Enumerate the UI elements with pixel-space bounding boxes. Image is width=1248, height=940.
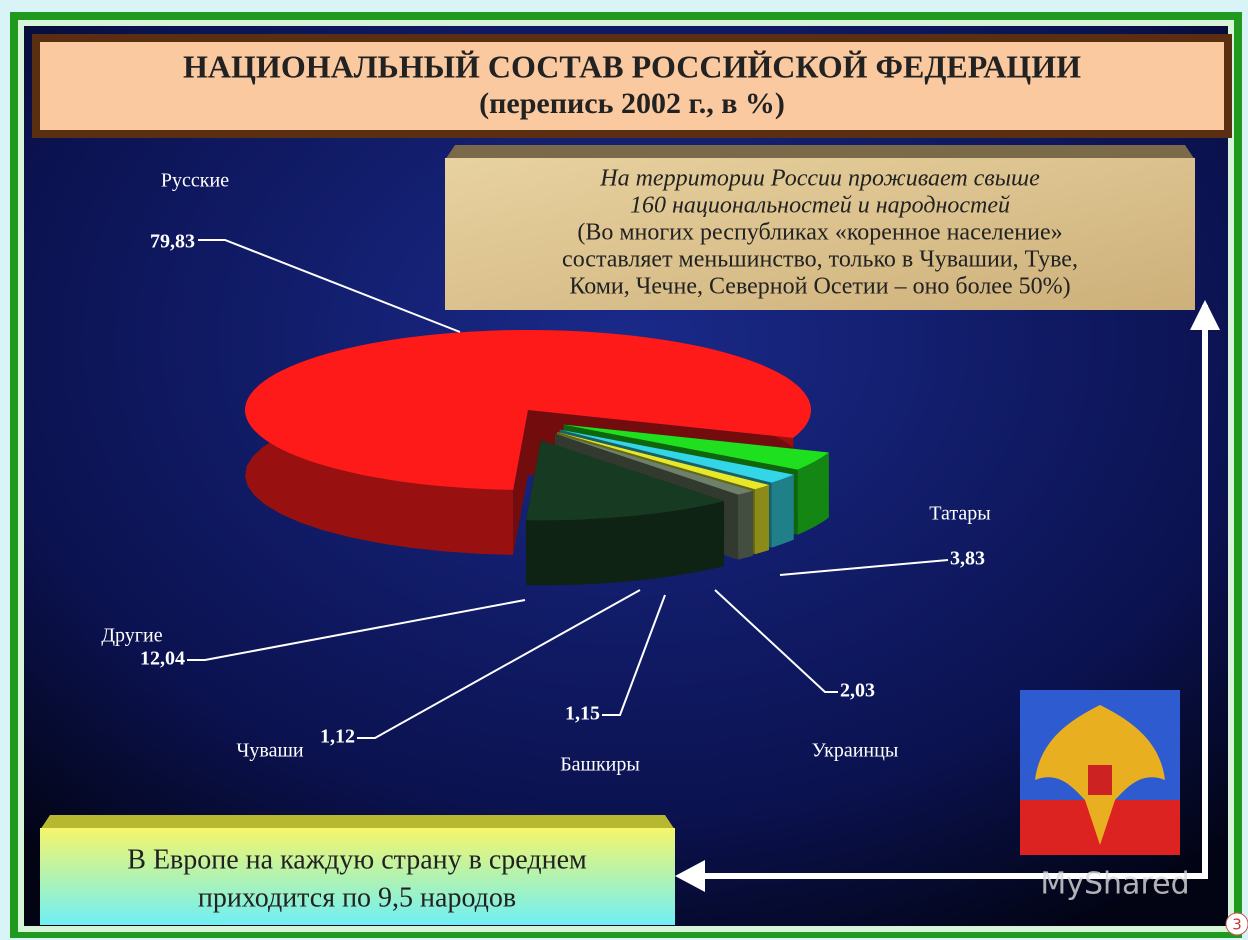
note-line: На территории России проживает свыше bbox=[599, 166, 1040, 192]
value-label: 12,04 bbox=[140, 648, 185, 670]
slice-label: Чуваши bbox=[236, 740, 303, 762]
slice-wall bbox=[738, 491, 753, 560]
page: НАЦИОНАЛЬНЫЙ СОСТАВ РОССИЙСКОЙ ФЕДЕРАЦИИ… bbox=[0, 0, 1248, 940]
slide: НАЦИОНАЛЬНЫЙ СОСТАВ РОССИЙСКОЙ ФЕДЕРАЦИИ… bbox=[0, 0, 1248, 940]
note-line: (Во многих республиках «коренное населен… bbox=[577, 220, 1062, 246]
value-label: 79,83 bbox=[150, 231, 195, 253]
note-text: На территории России проживает свыше160 … bbox=[562, 166, 1078, 300]
slice-wall bbox=[755, 485, 769, 554]
title: НАЦИОНАЛЬНЫЙ СОСТАВ РОССИЙСКОЙ ФЕДЕРАЦИИ bbox=[183, 48, 1081, 84]
slice-label: Башкиры bbox=[560, 754, 640, 776]
slice-label: Украинцы bbox=[812, 740, 899, 762]
slice-label: Татары bbox=[929, 503, 990, 525]
note-line: Коми, Чечне, Северной Осетии – оно более… bbox=[569, 274, 1070, 300]
footer-top bbox=[40, 815, 675, 830]
value-label: 2,03 bbox=[840, 680, 875, 702]
footer-line: В Европе на каждую страну в среднем bbox=[127, 844, 587, 875]
page-number: 3 bbox=[1232, 916, 1242, 934]
watermark: MyShared bbox=[1040, 867, 1189, 902]
note-line: составляет меньшинство, только в Чувашии… bbox=[562, 247, 1078, 273]
note-top bbox=[445, 145, 1195, 160]
footer-line: приходится по 9,5 народов bbox=[198, 882, 516, 913]
emblem-shield bbox=[1088, 765, 1112, 795]
value-label: 1,15 bbox=[565, 703, 600, 725]
subtitle: (перепись 2002 г., в %) bbox=[479, 87, 785, 120]
value-label: 1,12 bbox=[320, 726, 355, 748]
slice-label: Русские bbox=[161, 170, 229, 192]
slice-wall bbox=[772, 475, 794, 548]
slice-label: Другие bbox=[101, 625, 162, 647]
note-line: 160 национальностей и народностей bbox=[630, 193, 1010, 219]
value-label: 3,83 bbox=[950, 548, 985, 570]
